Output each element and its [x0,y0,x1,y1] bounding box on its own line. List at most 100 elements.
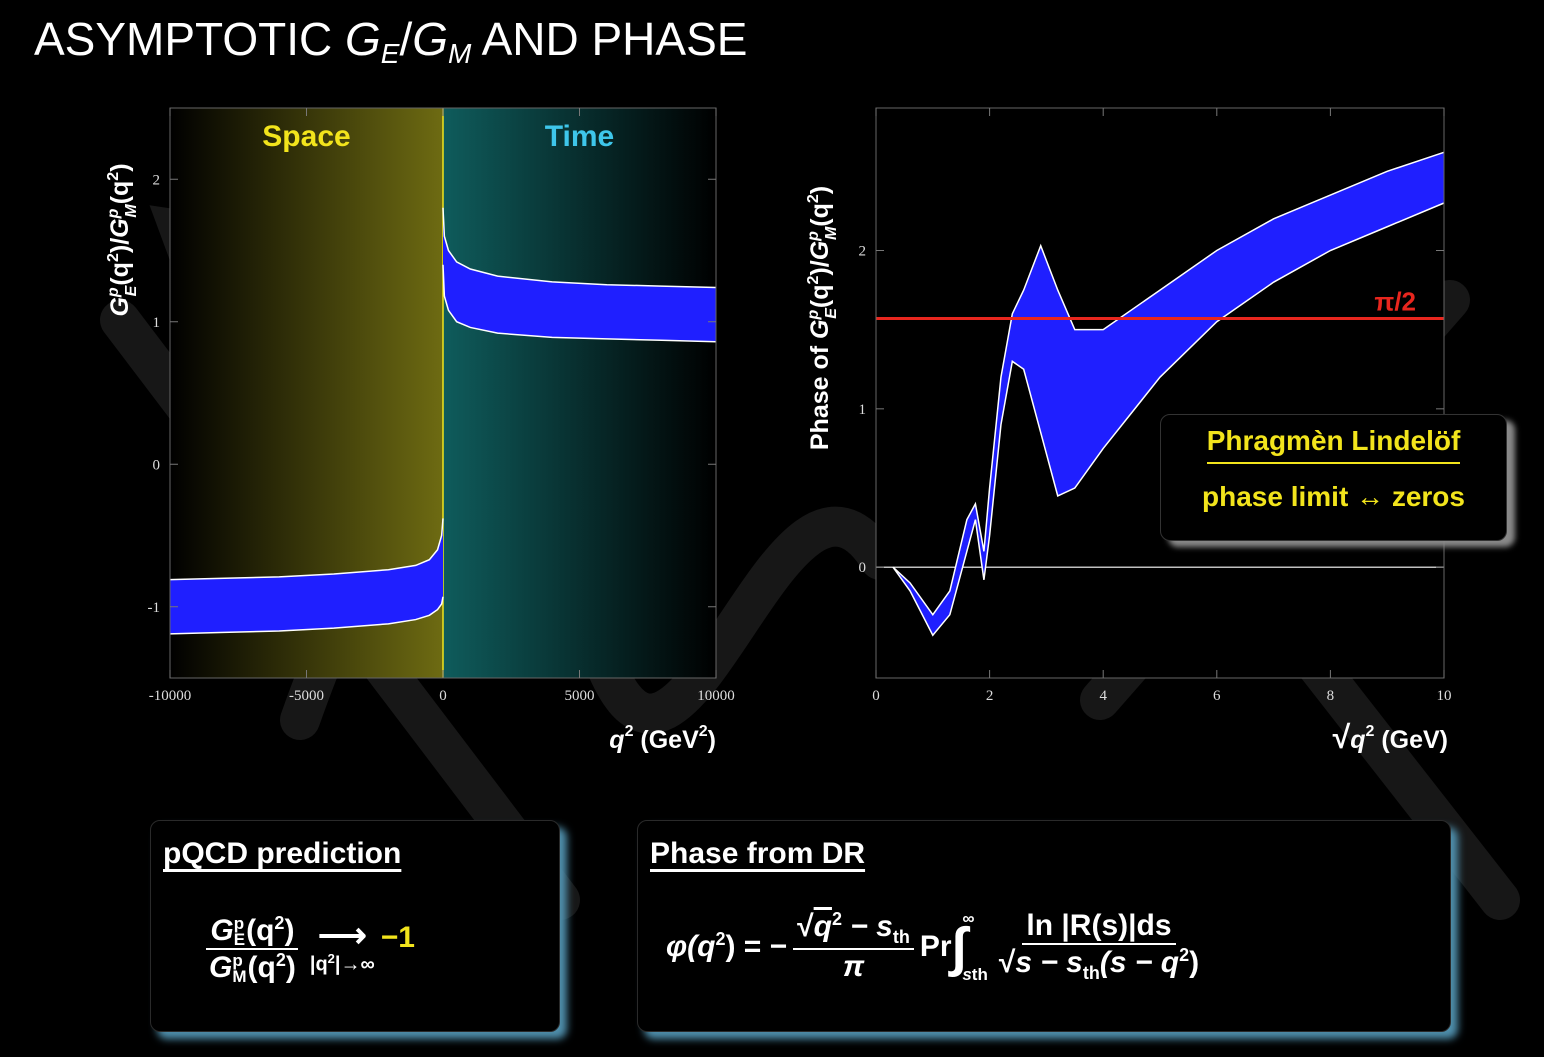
band-edge [169,518,444,581]
band-edge [169,596,444,635]
text: s [962,964,972,984]
text: √ [1333,719,1351,755]
text: 2 [805,194,822,203]
text: p [805,231,822,242]
callout: Phragmèn Lindelöf phase limit ↔ zeros [1160,414,1507,541]
text: 2 [275,950,286,971]
dr-box: Phase from DR φ(q2) = − √q2 − sth π Pr ∫ ∞… [637,820,1451,1032]
text: 2 [274,913,285,933]
text: p [232,951,243,971]
text: AND PHASE [481,13,748,65]
text: th [1082,963,1100,983]
text: 2 [1179,945,1190,965]
formula: φ(q2) = − √q2 − sth π Pr ∫ ∞ sth ln |R(s)|d… [666,909,1209,984]
text: p [105,287,122,298]
text: ∞ [962,908,975,928]
text: 2 [805,275,822,284]
y-axis-label: Phase of GpE(q2)/GpM(q2) [805,186,840,450]
callout-text: phase limit ↔ zeros [1202,481,1465,512]
text: th [971,964,988,984]
slide-title: ASYMPTOTIC GE/GM AND PHASE [34,12,747,70]
text: G [806,320,834,339]
text: ⟶ [317,917,367,956]
y-axis-label: GpE(q2)/GpM(q2) [105,163,140,316]
y-tick-label: 0 [859,560,867,576]
text: M [232,967,247,987]
text: (q [106,181,134,205]
x-tick-label: 6 [1213,688,1221,704]
text: G [106,297,134,316]
text: (q [806,284,834,308]
region-label: Space [262,120,350,153]
text: ) [285,951,296,985]
band-edge [892,151,1445,616]
text: (GeV [633,726,699,754]
text: 2 [625,723,634,740]
text: G [106,218,134,237]
y-tick-label: -1 [148,600,161,616]
text: E [823,307,840,319]
text: 2 [699,723,708,740]
text: G [412,13,449,65]
text: ) = − [725,930,788,963]
region-label: Time [545,120,614,153]
text: ASYMPTOTIC [34,13,333,65]
text: E [380,38,400,69]
text: π [842,950,865,983]
text: M [448,38,472,69]
text: ) [106,163,134,171]
y-tick-label: 0 [153,457,161,473]
y-tick-label: 2 [153,172,161,188]
text: √ [998,946,1016,979]
text: (q [806,203,834,227]
box-heading: Phase from DR [650,837,866,870]
text: (q [106,262,134,286]
x-tick-label: 2 [986,688,994,704]
text: Phase of [806,339,834,450]
text: Pr [919,929,952,963]
text: (s − q [1099,946,1180,979]
text: ln |R(s)|ds [1022,909,1176,945]
text: G [210,914,234,947]
text: −1 [380,921,415,955]
callout-text: Phragmèn Lindelöf [1206,425,1461,464]
x-tick-label: 8 [1327,688,1335,704]
band-edge [442,264,717,343]
text: s − s [1015,946,1083,979]
x-tick-label: 4 [1099,688,1107,704]
region [443,108,716,678]
reference-label: π/2 [1374,286,1416,316]
text: E [123,284,140,296]
text: th [892,927,910,947]
x-tick-label: 0 [872,688,880,704]
text: G [344,13,381,65]
y-tick-label: 1 [859,402,867,418]
text: 2 [715,929,726,949]
x-tick-label: -10000 [149,688,192,704]
text: |→∞ [334,953,375,976]
text: ) [806,186,834,194]
text: ) [1189,946,1200,979]
text: p [805,310,822,321]
text: )/ [806,260,834,275]
text: G [209,951,233,985]
band [443,207,716,342]
band-edge [892,202,1445,637]
text: φ(q [666,930,716,963]
y-tick-label: 2 [859,244,867,260]
text: q [609,726,624,754]
y-tick-label: 1 [153,315,161,331]
text: q [813,910,832,943]
text: (GeV) [1374,726,1448,754]
text: / [399,13,413,65]
text: 2 [1365,723,1374,740]
x-tick-label: 5000 [565,688,595,704]
band-edge [442,207,717,289]
text: )/ [106,238,134,253]
text: 2 [831,909,842,929]
text: p [233,914,245,934]
